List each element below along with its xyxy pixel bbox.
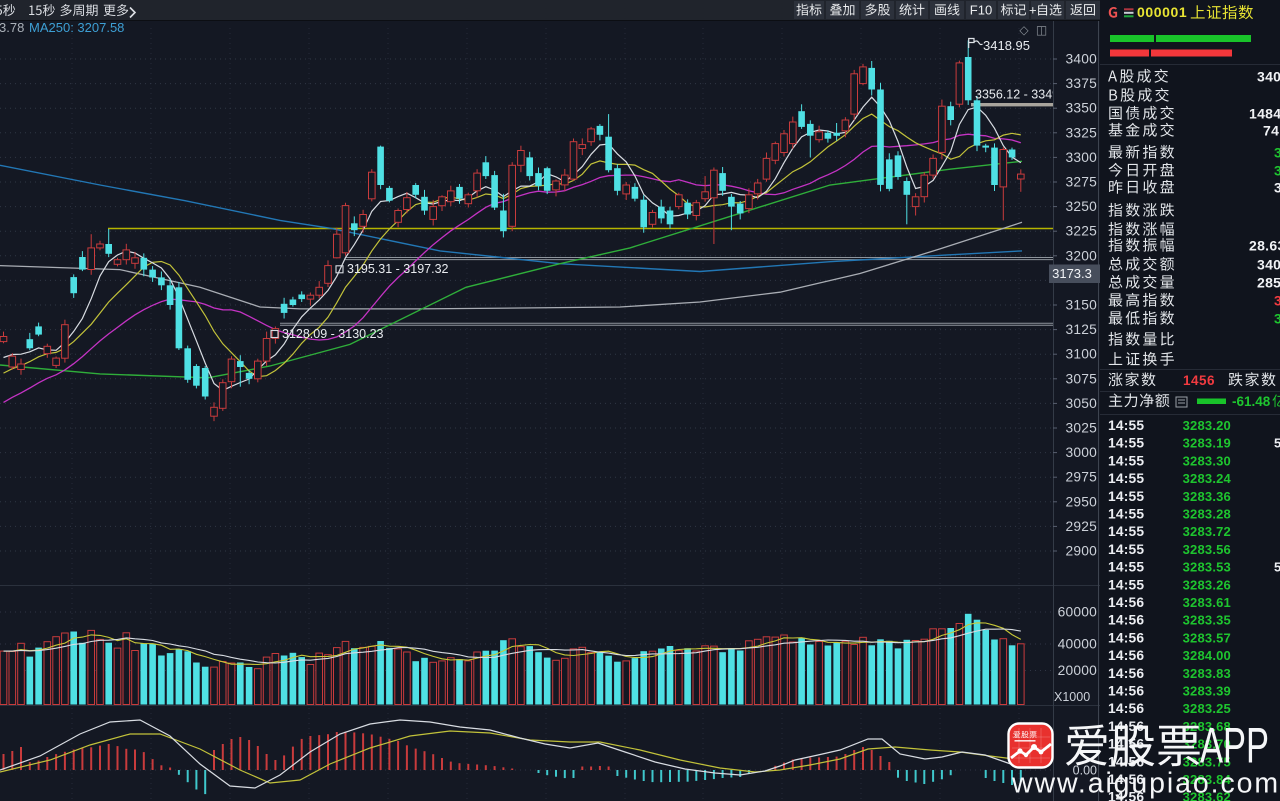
svg-text:X1000: X1000 bbox=[1054, 690, 1090, 704]
svg-text:3: 3 bbox=[1274, 311, 1280, 327]
svg-text:5: 5 bbox=[1274, 560, 1280, 575]
svg-text:3025: 3025 bbox=[1066, 421, 1098, 436]
svg-text:3283.30: 3283.30 bbox=[1183, 453, 1231, 468]
svg-text:3283.56: 3283.56 bbox=[1183, 542, 1231, 557]
svg-text:0.00: 0.00 bbox=[1073, 764, 1097, 778]
svg-text:3325: 3325 bbox=[1066, 125, 1098, 140]
svg-text:14:55: 14:55 bbox=[1108, 542, 1144, 557]
svg-text:2925: 2925 bbox=[1066, 519, 1098, 534]
svg-text:3283.83: 3283.83 bbox=[1183, 666, 1231, 681]
svg-text:14:55: 14:55 bbox=[1108, 489, 1144, 504]
svg-text:14:55: 14:55 bbox=[1108, 418, 1144, 433]
svg-text:3050: 3050 bbox=[1066, 396, 1098, 411]
svg-text:3: 3 bbox=[1274, 145, 1280, 161]
svg-text:285: 285 bbox=[1257, 275, 1280, 291]
svg-text:3283.35: 3283.35 bbox=[1183, 613, 1231, 628]
svg-text:14:55: 14:55 bbox=[1108, 453, 1144, 468]
svg-text:14:56: 14:56 bbox=[1108, 772, 1144, 787]
svg-text:F10: F10 bbox=[970, 3, 992, 18]
svg-text:3283.72: 3283.72 bbox=[1183, 524, 1231, 539]
svg-text:14:55: 14:55 bbox=[1108, 471, 1144, 486]
svg-text:3284.00: 3284.00 bbox=[1183, 648, 1231, 663]
svg-text:3356.12 - 3349.46: 3356.12 - 3349.46 bbox=[975, 88, 1077, 102]
svg-text:3000: 3000 bbox=[1066, 445, 1098, 460]
svg-text:3283.36: 3283.36 bbox=[1183, 489, 1231, 504]
svg-text:14:56: 14:56 bbox=[1108, 684, 1144, 699]
svg-text:3400: 3400 bbox=[1066, 52, 1098, 67]
svg-text:3200: 3200 bbox=[1066, 248, 1098, 263]
svg-text:3283.75: 3283.75 bbox=[1183, 754, 1231, 769]
svg-text:5: 5 bbox=[1274, 436, 1280, 451]
svg-text:20000: 20000 bbox=[1058, 663, 1097, 678]
svg-text:3283.62: 3283.62 bbox=[1183, 790, 1231, 801]
svg-text:14:55: 14:55 bbox=[1108, 436, 1144, 451]
svg-text:+: + bbox=[1029, 3, 1037, 18]
svg-text:MA250: 3207.58: MA250: 3207.58 bbox=[29, 20, 124, 35]
svg-text:000001: 000001 bbox=[1137, 4, 1187, 20]
svg-text:14:55: 14:55 bbox=[1108, 507, 1144, 522]
svg-text:3300: 3300 bbox=[1066, 150, 1098, 165]
svg-text:2975: 2975 bbox=[1066, 470, 1098, 485]
svg-text:www.aigupiao.com: www.aigupiao.com bbox=[1011, 768, 1280, 800]
svg-text:3350: 3350 bbox=[1066, 101, 1098, 116]
svg-text:3283.28: 3283.28 bbox=[1183, 507, 1231, 522]
svg-text:14:56: 14:56 bbox=[1108, 790, 1144, 801]
svg-text:14:56: 14:56 bbox=[1108, 701, 1144, 716]
svg-text:14:55: 14:55 bbox=[1108, 560, 1144, 575]
svg-text:14:56: 14:56 bbox=[1108, 666, 1144, 681]
svg-text:40000: 40000 bbox=[1058, 637, 1097, 652]
svg-text:14:56: 14:56 bbox=[1108, 648, 1144, 663]
svg-text:14:56: 14:56 bbox=[1108, 630, 1144, 645]
svg-text:28.63: 28.63 bbox=[1249, 238, 1280, 254]
svg-text:3283.61: 3283.61 bbox=[1183, 595, 1231, 610]
svg-text:3250: 3250 bbox=[1066, 199, 1098, 214]
svg-text:APP: APP bbox=[1200, 718, 1269, 774]
svg-text:14:56: 14:56 bbox=[1108, 595, 1144, 610]
svg-text:74: 74 bbox=[1263, 123, 1279, 139]
svg-text:3283.24: 3283.24 bbox=[1183, 471, 1232, 486]
svg-text:3283.39: 3283.39 bbox=[1183, 684, 1231, 699]
svg-text:◇: ◇ bbox=[1019, 23, 1029, 37]
svg-text:3283.19: 3283.19 bbox=[1183, 436, 1231, 451]
svg-text:3128.09 - 3130.23: 3128.09 - 3130.23 bbox=[282, 327, 384, 341]
svg-text:3275: 3275 bbox=[1066, 175, 1098, 190]
svg-text:3075: 3075 bbox=[1066, 371, 1098, 386]
svg-text:3195.31 - 3197.32: 3195.31 - 3197.32 bbox=[347, 262, 449, 276]
svg-text:3283.84: 3283.84 bbox=[1183, 772, 1232, 787]
svg-text:◫: ◫ bbox=[1036, 23, 1047, 37]
svg-text:3283.20: 3283.20 bbox=[1183, 418, 1231, 433]
svg-text:3150: 3150 bbox=[1066, 298, 1098, 313]
svg-text:3100: 3100 bbox=[1066, 347, 1098, 362]
svg-text:3.78: 3.78 bbox=[0, 20, 24, 35]
svg-text:3283.68: 3283.68 bbox=[1183, 719, 1231, 734]
svg-text:3283.53: 3283.53 bbox=[1183, 560, 1231, 575]
svg-text:340: 340 bbox=[1257, 257, 1280, 273]
svg-text:14:55: 14:55 bbox=[1108, 577, 1144, 592]
svg-text:3375: 3375 bbox=[1066, 76, 1098, 91]
svg-text:3283.26: 3283.26 bbox=[1183, 577, 1231, 592]
svg-text:3173.3: 3173.3 bbox=[1052, 266, 1092, 281]
svg-text:1456: 1456 bbox=[1183, 373, 1215, 388]
svg-text:3: 3 bbox=[1274, 163, 1280, 179]
svg-text:3418.95: 3418.95 bbox=[983, 38, 1030, 53]
svg-text:2950: 2950 bbox=[1066, 494, 1098, 509]
svg-text:-61.48: -61.48 bbox=[1232, 394, 1271, 409]
svg-text:1484: 1484 bbox=[1249, 106, 1280, 122]
svg-text:60000: 60000 bbox=[1058, 605, 1097, 620]
svg-text:3: 3 bbox=[1274, 180, 1280, 196]
svg-text:14:55: 14:55 bbox=[1108, 524, 1144, 539]
svg-text:14:56: 14:56 bbox=[1108, 613, 1144, 628]
svg-text:340: 340 bbox=[1257, 69, 1280, 85]
svg-text:3125: 3125 bbox=[1066, 322, 1098, 337]
svg-text:3283.25: 3283.25 bbox=[1183, 701, 1231, 716]
svg-text:2900: 2900 bbox=[1066, 544, 1098, 559]
svg-text:3283.57: 3283.57 bbox=[1183, 630, 1231, 645]
svg-text:3: 3 bbox=[1274, 293, 1280, 309]
svg-text:3225: 3225 bbox=[1066, 224, 1098, 239]
